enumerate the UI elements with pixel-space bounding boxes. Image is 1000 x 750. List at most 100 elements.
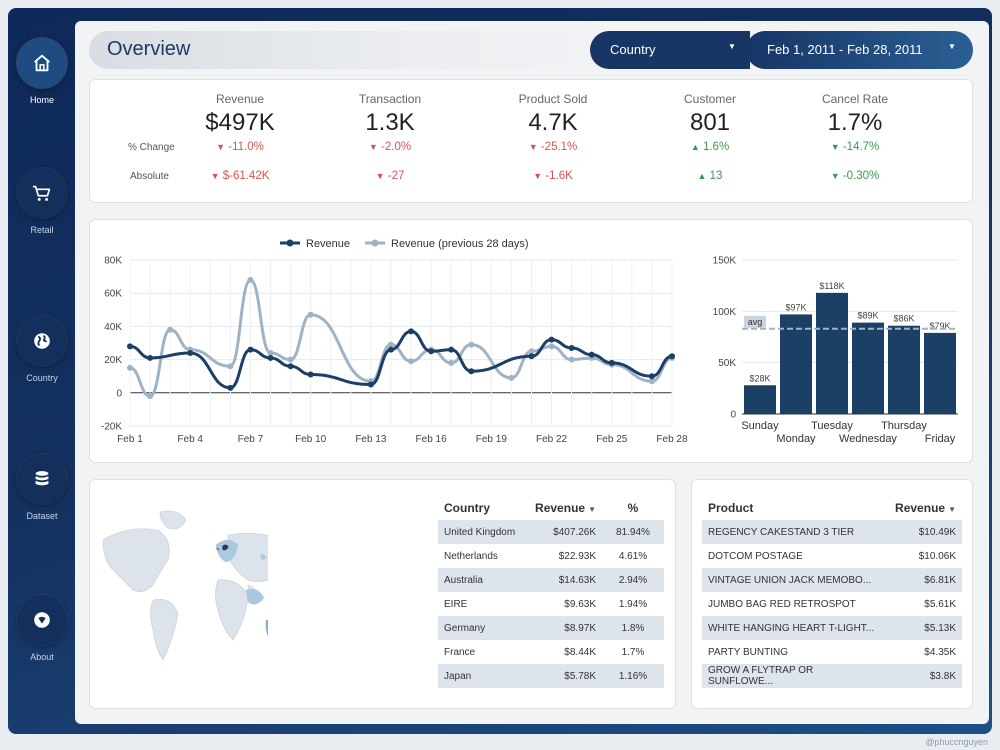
cell-percent: 1.16% [602, 664, 664, 688]
data-point [608, 359, 615, 366]
kpi-absolute-change: ▲ 13 [697, 170, 723, 182]
col-header-product[interactable]: Product [708, 501, 754, 515]
main-panel: Overview Country ▼ Feb 1, 2011 - Feb 28,… [75, 21, 989, 724]
col-header-country[interactable]: Country [444, 501, 490, 515]
data-point [367, 381, 374, 388]
data-label: $97K [785, 302, 806, 312]
data-point [187, 349, 194, 356]
data-point [408, 328, 415, 335]
table-row[interactable]: Japan $5.78K 1.16% [438, 664, 664, 688]
x-tick-label: Feb 16 [416, 434, 448, 445]
cell-country: Germany [438, 616, 528, 640]
cell-product: WHITE HANGING HEART T-LIGHT... [702, 616, 882, 640]
col-header-revenue[interactable]: Revenue ▼ [535, 501, 596, 515]
arrow-down-icon: ▼ [533, 171, 543, 181]
data-point [528, 348, 535, 355]
kpi-value: 4.7K [528, 109, 578, 136]
avg-label-bg [744, 315, 766, 328]
table-row[interactable]: France $8.44K 1.7% [438, 640, 664, 664]
y-tick-label: 0 [116, 388, 122, 399]
chevron-down-icon: ▼ [728, 42, 736, 51]
data-point [307, 371, 314, 378]
cell-product: DOTCOM POSTAGE [708, 550, 803, 562]
x-tick-label: Feb 25 [596, 434, 628, 445]
nav-item-retail[interactable]: Retail [8, 168, 76, 235]
data-point [648, 378, 655, 385]
sort-desc-icon: ▼ [588, 505, 596, 514]
arrow-down-icon: ▼ [528, 142, 538, 152]
col-header-product-revenue[interactable]: Revenue ▼ [895, 501, 956, 515]
table-row[interactable]: REGENCY CAKESTAND 3 TIER $10.49K [702, 520, 962, 544]
x-tick-label: Feb 1 [117, 434, 143, 445]
kpi-3: Customer 801 [645, 92, 775, 137]
nav-item-dataset[interactable]: Dataset [8, 454, 76, 521]
data-point [227, 363, 234, 370]
legend-marker [371, 239, 379, 247]
bar [744, 385, 776, 414]
nav-item-home[interactable]: Home [8, 38, 76, 105]
weekday-bar-chart: 150K 100K 50K 0 $28K Sunday $97K Monday $118K Tue… [713, 256, 958, 445]
kpi-percent-change: ▲ 1.6% [690, 141, 730, 153]
cell-product: VINTAGE UNION JACK MEMOBO... [702, 568, 882, 592]
col-header-percent[interactable]: % [627, 501, 639, 515]
y-tick-label: 40K [104, 322, 122, 333]
kpi-title: Product Sold [518, 92, 588, 106]
country-table: Country Revenue ▼ % United Kingdom $407.26… [438, 496, 664, 688]
data-point [669, 353, 675, 360]
kpi-absolute-change: ▼ -1.6K [533, 170, 573, 182]
table-row[interactable]: GROW A FLYTRAP OR SUNFLOWE... $3.8K [702, 664, 962, 688]
table-row[interactable]: Germany $8.97K 1.8% [438, 616, 664, 640]
data-label: $86K [893, 314, 914, 324]
x-tick-label: Feb 4 [177, 434, 203, 445]
cell-revenue: $14.63K [528, 568, 602, 592]
page-title: Overview [107, 38, 191, 60]
chart-card: 80K 60K 40K 20K 0 -20K Feb 1 Feb 4 Feb 7 Feb 10 Fe… [89, 219, 973, 463]
cell-product-revenue: $4.35K [924, 646, 956, 658]
author-credit[interactable]: @phuccnguyen [925, 737, 988, 747]
arrow-down-icon: ▼ [210, 171, 220, 181]
data-point [287, 356, 294, 363]
world-map[interactable] [98, 500, 268, 690]
data-point [247, 346, 254, 353]
kpi-absolute-change: ▼ -27 [375, 170, 405, 182]
y-tick-label: 0 [730, 410, 736, 421]
sort-desc-icon: ▼ [948, 505, 956, 514]
table-row[interactable]: PARTY BUNTING $4.35K [702, 640, 962, 664]
date-range-filter[interactable]: Feb 1, 2011 - Feb 28, 2011 ▼ [746, 31, 973, 69]
cell-percent: 81.94% [602, 520, 664, 544]
kpi-0: Revenue $497K [175, 92, 305, 137]
table-row[interactable]: Australia $14.63K 2.94% [438, 568, 664, 592]
data-point [127, 364, 133, 371]
table-row[interactable]: VINTAGE UNION JACK MEMOBO... $6.81K [702, 568, 962, 592]
table-row[interactable]: DOTCOM POSTAGE $10.06K [702, 544, 962, 568]
cell-revenue: $22.93K [558, 550, 596, 562]
country-filter[interactable]: Country ▼ [590, 31, 750, 69]
cell-product: JUMBO BAG RED RETROSPOT [708, 598, 856, 610]
table-row[interactable]: Netherlands $22.93K 4.61% [438, 544, 664, 568]
cell-product-revenue: $5.13K [882, 616, 962, 640]
kpi-title: Customer [683, 92, 736, 106]
data-point [247, 276, 254, 283]
table-row[interactable]: WHITE HANGING HEART T-LIGHT... $5.13K [702, 616, 962, 640]
nav-label-country: Country [26, 373, 58, 383]
cell-revenue: $407.26K [528, 520, 602, 544]
kpi-card: % Change Absolute Revenue $497K ▼ -11.0% ▼ … [89, 79, 973, 203]
data-label: $28K [749, 373, 770, 383]
cell-revenue: $9.63K [564, 598, 596, 610]
cell-revenue: $8.44K [564, 646, 596, 658]
data-point [387, 346, 394, 353]
kpi-title: Revenue [215, 92, 265, 106]
database-icon [17, 454, 67, 504]
nav-item-country[interactable]: Country [8, 316, 76, 383]
cart-icon [17, 168, 67, 218]
product-card: Product Revenue ▼ REGENCY CAKESTAND 3 TIE… [691, 479, 973, 709]
cell-percent: 1.7% [621, 646, 645, 658]
nav-item-about[interactable]: About [8, 595, 76, 662]
table-row[interactable]: JUMBO BAG RED RETROSPOT $5.61K [702, 592, 962, 616]
kpi-percent-change: ▼ -14.7% [830, 141, 880, 153]
table-row[interactable]: United Kingdom $407.26K 81.94% [438, 520, 664, 544]
x-tick-label: Monday [776, 433, 816, 445]
table-row[interactable]: EIRE $9.63K 1.94% [438, 592, 664, 616]
x-tick-label: Feb 22 [536, 434, 568, 445]
row-label-absolute: Absolute [130, 171, 169, 182]
